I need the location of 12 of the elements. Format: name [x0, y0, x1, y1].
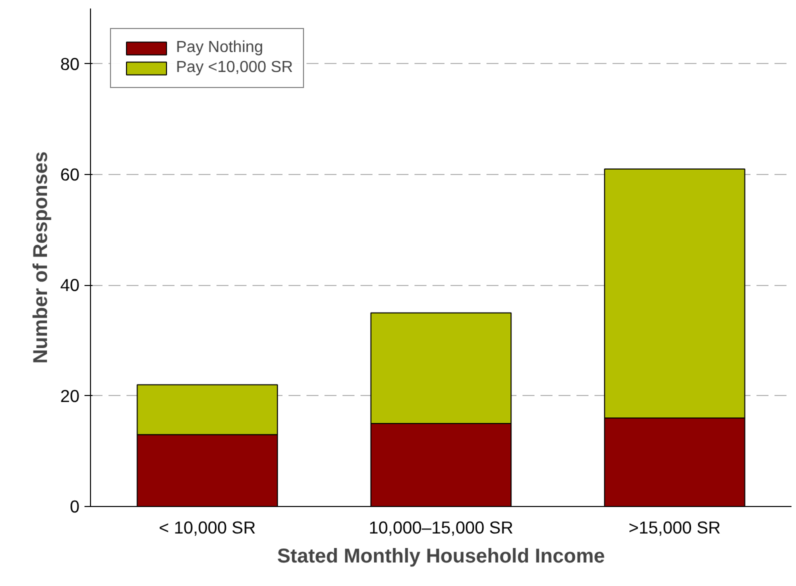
x-tick-label: >15,000 SR [628, 518, 721, 538]
y-tick-label: 20 [60, 386, 80, 406]
legend-label: Pay <10,000 SR [176, 59, 293, 77]
x-axis-title: Stated Monthly Household Income [277, 546, 605, 568]
x-tick-label: < 10,000 SR [158, 518, 256, 538]
y-axis-title: Number of Responses [30, 151, 52, 364]
legend-label: Pay Nothing [176, 39, 264, 57]
y-tick-label: 60 [60, 164, 80, 184]
y-tick-label: 40 [60, 275, 80, 296]
y-tick-label: 0 [70, 496, 80, 516]
y-tick-label: 80 [60, 54, 80, 74]
x-tick-label: 10,000–15,000 SR [368, 518, 514, 538]
